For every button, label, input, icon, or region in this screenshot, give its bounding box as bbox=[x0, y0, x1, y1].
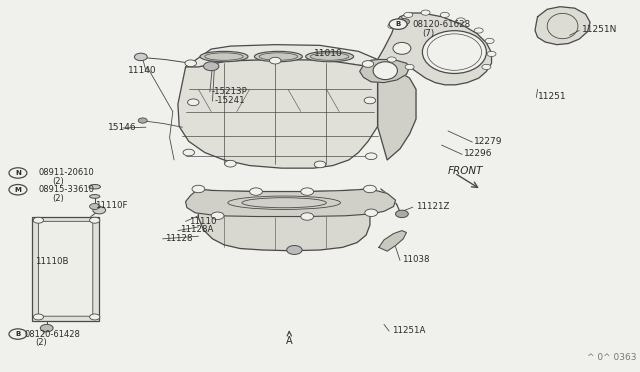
Circle shape bbox=[396, 210, 408, 218]
Text: B: B bbox=[15, 331, 20, 337]
Text: 11038: 11038 bbox=[402, 255, 429, 264]
Text: (2): (2) bbox=[35, 338, 47, 347]
Circle shape bbox=[362, 61, 374, 67]
Polygon shape bbox=[186, 189, 396, 217]
Ellipse shape bbox=[393, 42, 411, 54]
Polygon shape bbox=[360, 60, 410, 83]
Circle shape bbox=[90, 314, 100, 320]
Ellipse shape bbox=[200, 51, 248, 62]
Circle shape bbox=[487, 51, 496, 57]
Circle shape bbox=[40, 324, 53, 332]
Polygon shape bbox=[198, 189, 370, 251]
Circle shape bbox=[90, 217, 100, 223]
Text: 08911-20610: 08911-20610 bbox=[38, 169, 94, 177]
Text: 12279: 12279 bbox=[474, 137, 502, 146]
Text: 08120-61428: 08120-61428 bbox=[24, 330, 80, 339]
Circle shape bbox=[388, 23, 397, 29]
Circle shape bbox=[9, 329, 27, 339]
Circle shape bbox=[93, 206, 106, 214]
Polygon shape bbox=[535, 7, 590, 45]
Polygon shape bbox=[378, 13, 492, 85]
Ellipse shape bbox=[90, 195, 100, 198]
Circle shape bbox=[364, 97, 376, 104]
Text: 11110F: 11110F bbox=[95, 201, 127, 210]
Text: -15213P: -15213P bbox=[211, 87, 247, 96]
Circle shape bbox=[138, 118, 147, 123]
Polygon shape bbox=[371, 60, 416, 160]
Ellipse shape bbox=[254, 51, 302, 62]
Circle shape bbox=[387, 57, 396, 62]
Text: 11140: 11140 bbox=[128, 66, 157, 75]
Circle shape bbox=[365, 209, 378, 217]
Ellipse shape bbox=[422, 31, 486, 74]
Ellipse shape bbox=[373, 62, 397, 80]
Circle shape bbox=[9, 168, 27, 178]
Text: 08915-33610: 08915-33610 bbox=[38, 185, 95, 194]
Text: A: A bbox=[286, 337, 292, 346]
Polygon shape bbox=[379, 231, 406, 251]
Ellipse shape bbox=[306, 51, 354, 62]
Text: (2): (2) bbox=[52, 194, 64, 203]
Circle shape bbox=[301, 213, 314, 220]
Text: N: N bbox=[15, 170, 21, 176]
Text: 11251: 11251 bbox=[538, 92, 566, 101]
Text: B: B bbox=[396, 21, 401, 27]
Circle shape bbox=[9, 185, 27, 195]
Circle shape bbox=[185, 60, 196, 67]
Circle shape bbox=[192, 185, 205, 193]
Circle shape bbox=[33, 217, 44, 223]
Circle shape bbox=[389, 19, 407, 29]
Circle shape bbox=[482, 64, 491, 70]
Bar bbox=[32, 217, 99, 321]
Text: 11251A: 11251A bbox=[392, 326, 425, 335]
Text: 08120-61628: 08120-61628 bbox=[413, 20, 471, 29]
Circle shape bbox=[287, 246, 302, 254]
FancyBboxPatch shape bbox=[38, 221, 93, 316]
Circle shape bbox=[365, 153, 377, 160]
Circle shape bbox=[204, 62, 219, 71]
Circle shape bbox=[250, 188, 262, 195]
Circle shape bbox=[485, 38, 494, 44]
Text: -15241: -15241 bbox=[214, 96, 245, 105]
Circle shape bbox=[188, 99, 199, 106]
Text: 11110: 11110 bbox=[189, 217, 216, 226]
Circle shape bbox=[211, 212, 224, 219]
Ellipse shape bbox=[89, 185, 100, 189]
Text: 11251N: 11251N bbox=[582, 25, 618, 34]
Text: 11128A: 11128A bbox=[180, 225, 214, 234]
Circle shape bbox=[440, 12, 449, 17]
Text: 15146: 15146 bbox=[108, 123, 136, 132]
Text: 11010: 11010 bbox=[314, 49, 342, 58]
Text: FRONT: FRONT bbox=[448, 166, 483, 176]
Circle shape bbox=[314, 161, 326, 168]
Text: (7): (7) bbox=[422, 29, 435, 38]
Circle shape bbox=[225, 160, 236, 167]
Polygon shape bbox=[178, 60, 378, 168]
Text: 11128: 11128 bbox=[165, 234, 193, 243]
Circle shape bbox=[134, 53, 147, 61]
Circle shape bbox=[421, 10, 430, 15]
Text: 11121Z: 11121Z bbox=[416, 202, 449, 211]
Circle shape bbox=[364, 185, 376, 193]
Circle shape bbox=[33, 314, 44, 320]
Text: ^ 0^ 0363: ^ 0^ 0363 bbox=[588, 353, 637, 362]
Circle shape bbox=[404, 12, 413, 17]
Circle shape bbox=[474, 28, 483, 33]
Text: M: M bbox=[15, 187, 21, 193]
Circle shape bbox=[399, 19, 410, 25]
Circle shape bbox=[301, 188, 314, 195]
Circle shape bbox=[405, 64, 414, 70]
Circle shape bbox=[90, 203, 100, 209]
Circle shape bbox=[269, 57, 281, 64]
Circle shape bbox=[456, 18, 465, 23]
Text: 12296: 12296 bbox=[464, 149, 493, 158]
Circle shape bbox=[183, 149, 195, 156]
Text: 11110B: 11110B bbox=[35, 257, 68, 266]
Text: (2): (2) bbox=[52, 177, 64, 186]
Polygon shape bbox=[186, 45, 378, 67]
